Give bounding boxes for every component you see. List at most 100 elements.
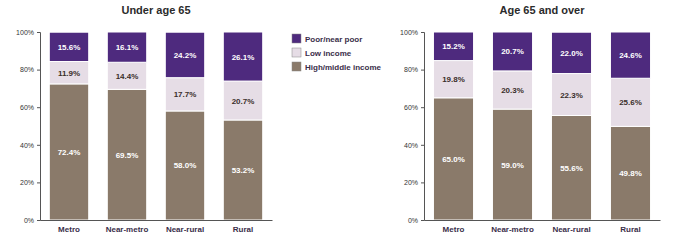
bar-segment — [223, 32, 262, 81]
data-label: 14.4% — [116, 72, 139, 81]
bars — [433, 32, 650, 220]
x-tick-label: Metro — [443, 225, 465, 234]
bar-segment — [551, 74, 591, 116]
y-tick-label: 0% — [24, 217, 34, 224]
data-label: 58.0% — [174, 161, 197, 170]
y-tick-mark — [37, 182, 40, 183]
y-tick-label: 100% — [16, 29, 34, 36]
bar-segment — [223, 81, 262, 120]
y-tick-mark — [37, 32, 40, 33]
bar-segment — [49, 32, 88, 61]
data-label: 55.6% — [560, 164, 583, 173]
y-tick: 0% — [408, 217, 424, 224]
bar-segment — [551, 32, 591, 73]
legend-swatch — [292, 62, 301, 71]
x-axis: Metro Near-metro Near-rural Rural — [41, 220, 273, 234]
data-label: 20.7% — [232, 97, 255, 106]
y-tick-label: 20% — [20, 179, 34, 186]
y-tick-label: 60% — [20, 104, 34, 111]
data-label: 65.0% — [442, 155, 465, 164]
data-label: 49.8% — [619, 169, 642, 178]
chart: Age 65 and over65.0%59.0%55.6%49.8%19.8%… — [400, 4, 660, 234]
data-label: 26.1% — [232, 53, 255, 62]
x-tick: Metro — [443, 220, 465, 234]
y-tick-mark — [37, 145, 40, 146]
legend-label: Poor/near poor — [305, 35, 362, 44]
y-tick-mark — [421, 32, 424, 33]
x-tick: Rural — [233, 220, 253, 234]
x-tick-label: Near-metro — [491, 225, 534, 234]
data-label: 19.8% — [442, 75, 465, 84]
y-axis: 0% 20% 40% 60% 80% 100% — [400, 29, 424, 224]
data-label: 24.2% — [174, 51, 197, 60]
bar-segment — [433, 61, 473, 98]
y-tick-label: 100% — [400, 29, 418, 36]
x-tick: Near-metro — [106, 220, 149, 234]
y-tick-label: 40% — [20, 142, 34, 149]
y-tick: 100% — [16, 29, 40, 36]
y-tick-mark — [37, 220, 40, 221]
y-tick: 80% — [20, 66, 40, 73]
data-labels: 65.0%59.0%55.6%49.8%19.8%20.3%22.3%25.6%… — [442, 42, 642, 178]
data-labels: 72.4%69.5%58.0%53.2%11.9%14.4%17.7%20.7%… — [58, 43, 255, 175]
x-tick-label: Rural — [233, 225, 253, 234]
bar-segment — [433, 32, 473, 61]
legend-label: Low income — [305, 49, 352, 58]
y-axis-line — [421, 33, 425, 221]
y-tick: 60% — [20, 104, 40, 111]
bar-segment — [610, 126, 650, 220]
bar-segment — [610, 78, 650, 126]
y-tick-mark — [421, 182, 424, 183]
y-tick-mark — [421, 220, 424, 221]
x-tick-label: Metro — [58, 225, 80, 234]
bar-segment — [433, 98, 473, 220]
y-tick: 20% — [404, 179, 424, 186]
legend: Poor/near poor Low income High/middle inco… — [292, 34, 382, 72]
x-axis-line — [425, 220, 661, 221]
x-tick: Near-metro — [491, 220, 534, 234]
y-tick-label: 40% — [404, 142, 418, 149]
x-tick-label: Near-rural — [166, 225, 204, 234]
data-label: 72.4% — [58, 148, 81, 157]
y-tick-label: 0% — [408, 217, 418, 224]
bar-segment — [492, 109, 532, 220]
y-tick: 100% — [400, 29, 424, 36]
chart: Under age 6572.4%69.5%58.0%53.2%11.9%14.… — [16, 4, 381, 234]
data-label: 17.7% — [174, 90, 197, 99]
data-label: 25.6% — [619, 98, 642, 107]
y-tick-label: 60% — [404, 104, 418, 111]
legend-label: High/middle income — [305, 63, 382, 72]
y-tick-mark — [37, 107, 40, 108]
bar-segment — [610, 32, 650, 78]
y-tick: 80% — [404, 66, 424, 73]
bar-segment — [223, 120, 262, 220]
x-tick-label: Near-metro — [106, 225, 149, 234]
data-label: 20.3% — [501, 86, 524, 95]
chart-title: Age 65 and over — [500, 4, 586, 16]
bar-segment — [107, 62, 146, 89]
bars — [49, 32, 262, 220]
y-axis-line — [37, 33, 41, 221]
bar-segment — [107, 32, 146, 62]
bar-segment — [551, 115, 591, 220]
bar-segment — [49, 62, 88, 84]
data-label: 16.1% — [116, 43, 139, 52]
y-tick-label: 80% — [20, 66, 34, 73]
legend-swatch — [292, 48, 301, 57]
data-label: 11.9% — [58, 69, 80, 78]
x-axis-line — [41, 220, 273, 221]
bar-segment — [49, 84, 88, 220]
data-label: 53.2% — [232, 166, 255, 175]
y-tick: 20% — [20, 179, 40, 186]
bar-segment — [165, 78, 204, 111]
bar-segment — [107, 89, 146, 220]
chart-root: Under age 6572.4%69.5%58.0%53.2%11.9%14.… — [0, 0, 691, 240]
y-tick-label: 80% — [404, 66, 418, 73]
data-label: 22.0% — [560, 49, 583, 58]
x-tick: Near-rural — [166, 220, 204, 234]
bar-segment — [165, 32, 204, 77]
y-tick-mark — [37, 70, 40, 71]
legend-swatch — [292, 34, 301, 43]
bar-segment — [492, 32, 532, 71]
y-tick-mark — [421, 107, 424, 108]
